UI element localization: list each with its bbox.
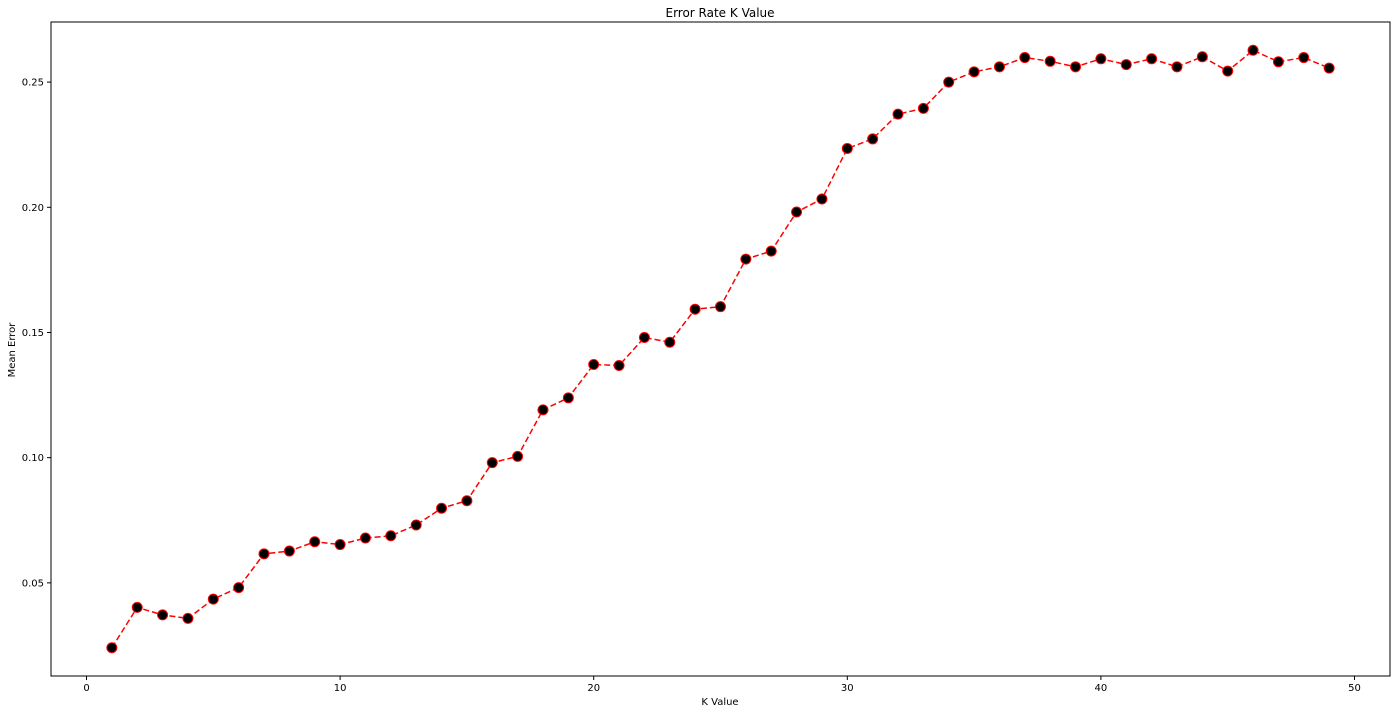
data-point xyxy=(867,133,879,145)
plot-area: 0 10 20 30 40 50 0.05 0.10 0.15 0.20 0.25 xyxy=(22,21,1391,694)
data-point xyxy=(106,642,118,654)
x-tick-label: 50 xyxy=(1348,683,1361,694)
data-point xyxy=(385,530,397,542)
chart-title: Error Rate K Value xyxy=(665,6,774,20)
data-point xyxy=(1171,61,1183,73)
data-point xyxy=(1247,44,1259,56)
data-point xyxy=(1146,53,1158,65)
y-tick-label: 0.15 xyxy=(22,328,44,339)
data-point xyxy=(1298,52,1310,64)
data-point xyxy=(791,206,803,218)
data-point xyxy=(1070,61,1082,73)
data-point xyxy=(740,253,752,265)
data-point xyxy=(1196,51,1208,63)
data-point xyxy=(664,336,676,348)
data-point xyxy=(689,303,701,315)
data-point xyxy=(1019,52,1031,64)
data-point xyxy=(943,76,955,88)
data-point xyxy=(436,502,448,514)
plot-frame xyxy=(50,21,1391,677)
data-point xyxy=(233,582,245,594)
y-axis-label: Mean Error xyxy=(7,322,18,378)
data-point xyxy=(993,61,1005,73)
data-point xyxy=(588,359,600,371)
data-point xyxy=(258,548,270,560)
data-point xyxy=(1272,56,1284,68)
data-point xyxy=(512,450,524,462)
y-tick-label: 0.10 xyxy=(22,453,44,464)
y-axis: 0.05 0.10 0.15 0.20 0.25 xyxy=(22,78,51,589)
data-point xyxy=(537,404,549,416)
x-axis-label: K Value xyxy=(701,697,738,708)
data-point xyxy=(461,495,473,507)
data-point xyxy=(892,108,904,120)
data-point xyxy=(309,536,321,548)
data-point xyxy=(410,519,422,531)
series-markers xyxy=(106,44,1335,654)
data-point xyxy=(182,612,194,624)
data-point xyxy=(638,331,650,343)
x-tick-label: 20 xyxy=(587,683,600,694)
data-point xyxy=(1222,65,1234,77)
data-point xyxy=(816,193,828,205)
data-point xyxy=(1095,53,1107,65)
y-tick-label: 0.25 xyxy=(22,78,44,89)
y-tick-label: 0.05 xyxy=(22,578,44,589)
x-tick-label: 10 xyxy=(334,683,347,694)
data-point xyxy=(841,142,853,154)
data-point xyxy=(207,593,219,605)
data-point xyxy=(334,539,346,551)
data-point xyxy=(1323,62,1335,74)
data-point xyxy=(613,360,625,372)
data-point xyxy=(765,245,777,257)
data-point xyxy=(486,457,498,469)
data-point xyxy=(157,609,169,621)
x-tick-label: 0 xyxy=(83,683,89,694)
data-point xyxy=(1044,55,1056,67)
x-tick-label: 30 xyxy=(841,683,854,694)
data-point xyxy=(359,532,371,544)
data-point xyxy=(968,66,980,78)
data-point xyxy=(715,301,726,313)
data-point xyxy=(562,392,574,404)
data-point xyxy=(917,102,929,114)
x-axis: 0 10 20 30 40 50 xyxy=(83,676,1361,694)
data-point xyxy=(283,545,295,557)
data-point xyxy=(1120,59,1132,71)
y-tick-label: 0.20 xyxy=(22,203,44,214)
series-line xyxy=(111,49,1330,649)
data-point xyxy=(131,601,143,613)
x-tick-label: 40 xyxy=(1095,683,1108,694)
